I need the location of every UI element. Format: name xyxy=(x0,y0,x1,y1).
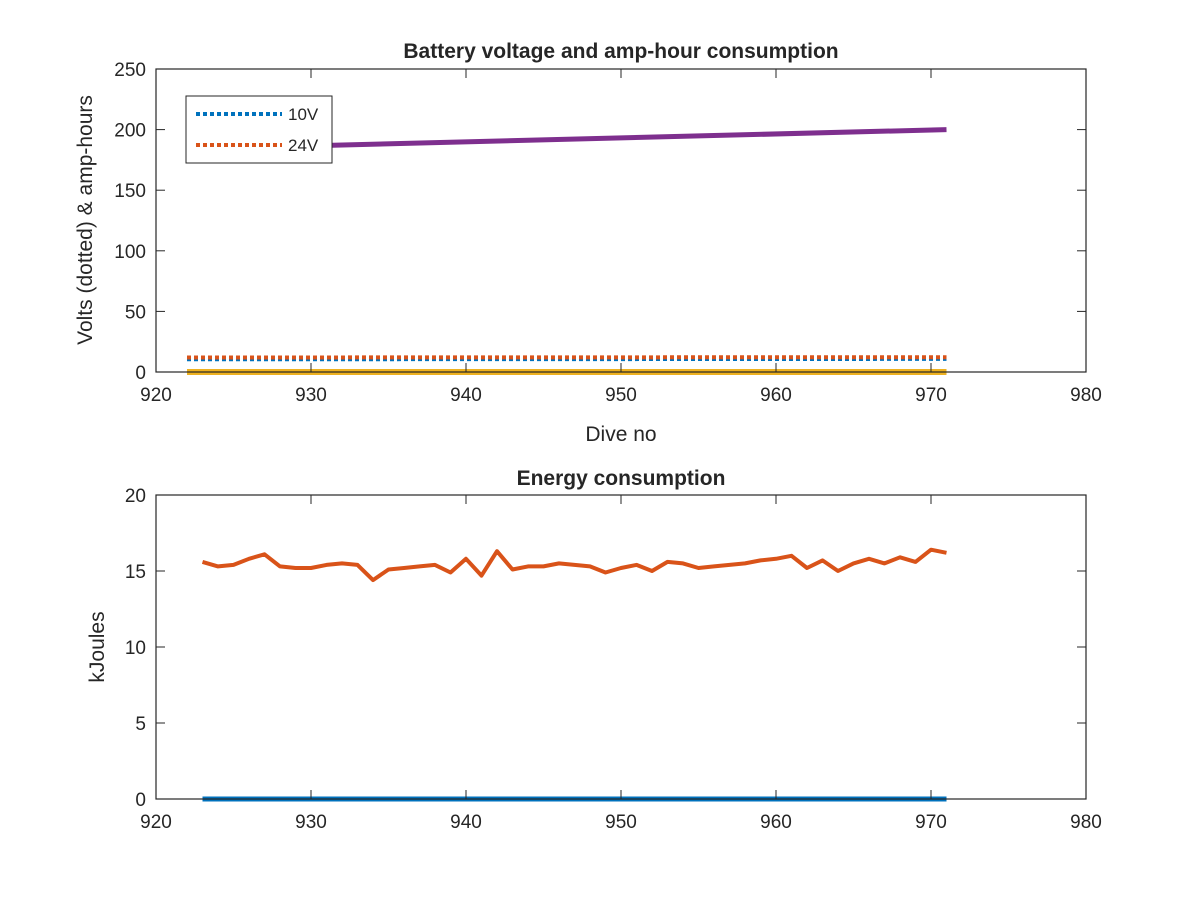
y-tick-label: 10 xyxy=(125,638,146,659)
x-tick-label: 950 xyxy=(605,812,637,833)
y-tick-label: 5 xyxy=(135,714,146,735)
x-tick-label: 960 xyxy=(760,812,792,833)
legend-label-10v: 10V xyxy=(288,105,319,124)
ticks-energy: 920 930 940 950 960 970 980 0 5 10 15 20 xyxy=(125,486,1102,833)
x-tick-label: 940 xyxy=(450,812,482,833)
plot-lines-energy xyxy=(201,547,947,802)
y-tick-label: 150 xyxy=(114,181,146,202)
plot-lines-battery xyxy=(186,127,947,375)
y-tick-label: 250 xyxy=(114,60,146,81)
x-tick-label: 930 xyxy=(295,812,327,833)
x-tick-label: 970 xyxy=(915,385,947,406)
y-tick-label: 0 xyxy=(135,790,146,811)
y-tick-label: 200 xyxy=(114,121,146,142)
legend-box xyxy=(185,95,333,164)
ticks-battery: 920 930 940 950 960 970 980 0 50 100 150 200 250 xyxy=(114,60,1102,406)
legend: 10V 24V xyxy=(185,95,333,164)
legend-label-24v: 24V xyxy=(288,136,319,155)
x-tick-label: 950 xyxy=(605,385,637,406)
chart-title-energy: Energy consumption xyxy=(517,467,726,490)
x-tick-label: 980 xyxy=(1070,812,1102,833)
y-tick-label: 20 xyxy=(125,486,146,507)
x-axis-label-battery: Dive no xyxy=(585,423,656,446)
chart-title-battery: Battery voltage and amp-hour consumption xyxy=(403,40,838,63)
x-tick-label: 930 xyxy=(295,385,327,406)
y-tick-label: 50 xyxy=(125,302,146,323)
y-tick-label: 100 xyxy=(114,242,146,263)
x-tick-label: 920 xyxy=(140,812,172,833)
x-tick-label: 960 xyxy=(760,385,792,406)
axes-energy: 920 930 940 950 960 970 980 0 5 10 15 20 Energy con… xyxy=(86,467,1102,833)
x-tick-label: 940 xyxy=(450,385,482,406)
series-line-1-1 xyxy=(201,547,947,583)
y-tick-label: 0 xyxy=(135,363,146,384)
y-axis-label-battery: Volts (dotted) & amp-hours xyxy=(74,95,97,345)
y-tick-label: 15 xyxy=(125,562,146,583)
y-axis-label-energy: kJoules xyxy=(86,611,109,682)
x-tick-label: 920 xyxy=(140,385,172,406)
axes-box-energy xyxy=(155,494,1087,800)
x-tick-label: 980 xyxy=(1070,385,1102,406)
x-tick-label: 970 xyxy=(915,812,947,833)
axes-battery: 920 930 940 950 960 970 980 0 50 100 150 200 250 Bat… xyxy=(74,40,1102,446)
